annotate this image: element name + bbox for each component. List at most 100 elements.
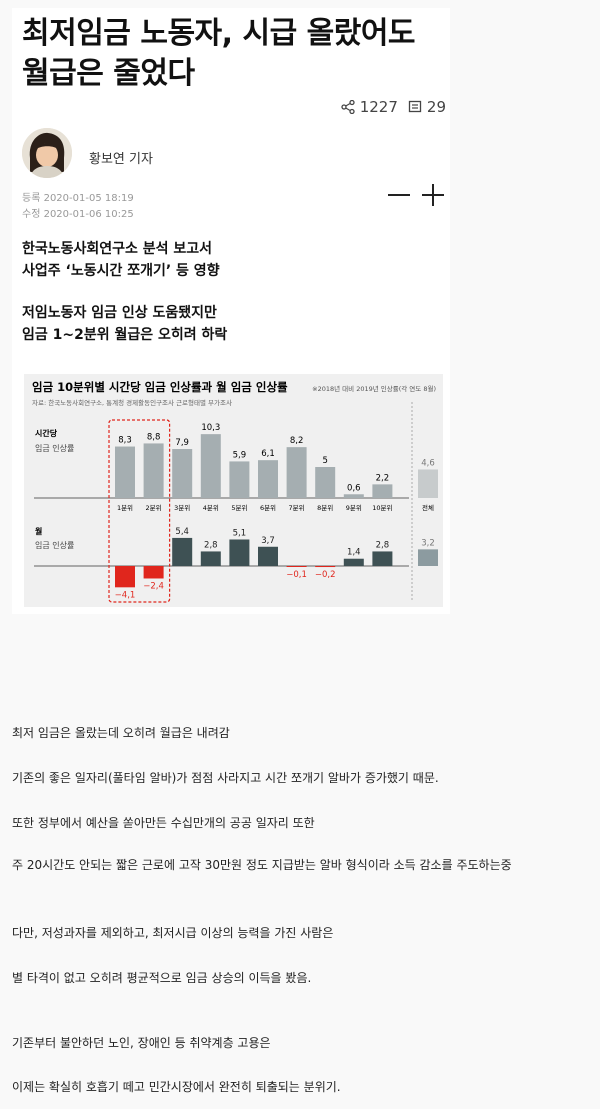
bar-hourly: [229, 461, 250, 498]
body-paragraph: 기존의 좋은 일자리(풀타임 알바)가 점점 사라지고 시간 쪼개기 알바가 증…: [12, 771, 439, 785]
bar-hourly: [286, 447, 307, 498]
bar-monthly-total: [418, 549, 438, 566]
category-label: 6분위: [260, 504, 276, 512]
data-label-monthly: 5,1: [233, 528, 247, 538]
data-label-monthly: −0,2: [315, 570, 336, 580]
category-label-total: 전체: [422, 503, 434, 512]
chart-source: 자료: 한국노동사회연구소, 통계청 경제활동인구조사 근로형태별 부가조사: [32, 398, 232, 407]
data-label-hourly: 8,2: [290, 436, 304, 446]
avatar[interactable]: [22, 128, 72, 178]
category-label: 8분위: [317, 504, 333, 512]
comment-button[interactable]: 29: [408, 98, 446, 116]
data-label-hourly: 5,9: [233, 450, 247, 460]
bar-monthly: [229, 539, 250, 566]
data-label-hourly: 8,3: [118, 436, 132, 446]
comment-count: 29: [426, 98, 446, 116]
comment-icon: [408, 100, 422, 113]
article-summary: 한국노동사회연구소 분석 보고서 사업주 ‘노동시간 쪼개기’ 등 영향 저임노…: [22, 238, 227, 346]
avatar-image: [22, 128, 72, 178]
data-label-hourly: 2,2: [376, 473, 390, 483]
category-label: 10분위: [372, 504, 392, 512]
data-label-hourly: 7,9: [175, 438, 189, 448]
share-button[interactable]: 1227: [341, 98, 398, 116]
body-paragraph: 다만, 저성과자를 제외하고, 최저시급 이상의 능력을 가진 사람은: [12, 926, 334, 940]
headline-line-2: 월급은 줄었다: [22, 56, 195, 91]
data-label-monthly-total: 3,2: [421, 538, 435, 548]
bar-monthly: [172, 537, 193, 566]
bar-hourly: [143, 443, 164, 498]
data-label-hourly: 5: [322, 456, 327, 466]
summary-group: 한국노동사회연구소 분석 보고서 사업주 ‘노동시간 쪼개기’ 등 영향: [22, 238, 227, 282]
category-label: 3분위: [174, 504, 190, 512]
data-label-monthly: 3,7: [261, 536, 275, 546]
headline-line-1: 최저임금 노동자, 시급 올랐어도: [22, 16, 416, 51]
series-label-hourly: 시간당: [35, 428, 58, 438]
summary-line: 저임노동자 임금 인상 도움됐지만: [22, 305, 217, 321]
data-label-hourly-total: 4,6: [421, 458, 435, 468]
author-block: 황보연 기자: [22, 128, 153, 178]
article-card: 최저임금 노동자, 시급 올랐어도 월급은 줄었다 1227 29: [12, 8, 450, 614]
body-paragraph: 주 20시간도 안되는 짧은 근로에 고작 30만원 정도 지급받는 알바 형식…: [12, 858, 512, 872]
bar-hourly: [343, 494, 364, 498]
body-paragraph: 기존부터 불안하던 노인, 장애인 등 취약계층 고용은: [12, 1036, 271, 1050]
share-icon: [341, 100, 355, 114]
bar-monthly: [258, 546, 278, 566]
article-stats: 1227 29: [341, 98, 446, 116]
data-label-monthly: 1,4: [347, 548, 361, 558]
font-decrease-icon[interactable]: [388, 184, 410, 206]
wage-chart: 임금 10분위별 시간당 임금 인상률과 월 임금 인상률 ※2018년 대비 …: [24, 374, 443, 607]
font-size-controls: [388, 184, 444, 206]
summary-line: 한국노동사회연구소 분석 보고서: [22, 241, 213, 257]
data-label-monthly: −4,1: [115, 590, 136, 600]
series-sublabel-hourly: 임금 인상률: [35, 443, 74, 453]
highlight-box: [108, 419, 171, 603]
summary-line: 사업주 ‘노동시간 쪼개기’ 등 영향: [22, 263, 220, 279]
wage-chart-svg: 임금 10분위별 시간당 임금 인상률과 월 임금 인상률 ※2018년 대비 …: [32, 380, 438, 603]
category-label: 4분위: [203, 504, 219, 512]
body-paragraph: 또한 정부에서 예산을 쏟아만든 수십만개의 공공 일자리 또한: [12, 816, 315, 830]
article-headline: 최저임금 노동자, 시급 올랐어도 월급은 줄었다: [22, 14, 452, 94]
bar-monthly: [115, 566, 135, 588]
body-paragraph: 이제는 확실히 호흡기 떼고 민간시장에서 완전히 퇴출되는 분위기.: [12, 1080, 341, 1094]
bar-hourly: [115, 446, 135, 498]
body-paragraph: 별 타격이 없고 오히려 평균적으로 임금 상승의 이득을 봤음.: [12, 971, 312, 985]
category-label: 5분위: [231, 504, 247, 512]
category-label: 1분위: [117, 504, 133, 512]
font-increase-icon[interactable]: [422, 184, 444, 206]
registered-date: 등록 2020-01-05 18:19: [22, 193, 134, 204]
data-label-hourly: 6,1: [261, 449, 275, 459]
bar-monthly: [143, 566, 164, 579]
data-label-monthly: −0,1: [286, 570, 307, 580]
bar-hourly: [372, 484, 393, 498]
series-sublabel-monthly: 임금 인상률: [35, 540, 74, 550]
bar-hourly-total: [418, 469, 438, 498]
data-label-hourly: 0,6: [347, 483, 361, 493]
data-label-monthly: 2,8: [376, 540, 390, 550]
category-label: 7분위: [289, 504, 305, 512]
data-label-monthly: 5,4: [175, 527, 189, 537]
bar-monthly: [372, 551, 393, 566]
chart-title: 임금 10분위별 시간당 임금 인상률과 월 임금 인상률: [32, 380, 288, 394]
data-label-hourly: 10,3: [201, 423, 220, 433]
chart-note: ※2018년 대비 2019년 인상률(각 연도 8월): [312, 384, 436, 393]
bar-monthly: [200, 551, 221, 566]
data-label-monthly: 2,8: [204, 540, 218, 550]
bar-hourly: [315, 467, 336, 498]
summary-line: 임금 1~2분위 월급은 오히려 하락: [22, 327, 228, 343]
bar-hourly: [258, 460, 278, 498]
category-label: 2분위: [146, 504, 162, 512]
bar-monthly: [315, 566, 336, 568]
bar-monthly: [286, 566, 307, 567]
data-label-hourly: 8,8: [147, 432, 161, 442]
modified-date: 수정 2020-01-06 10:25: [22, 209, 134, 220]
category-label: 9분위: [346, 504, 362, 512]
series-label-monthly: 월: [35, 526, 42, 536]
bar-hourly: [172, 449, 193, 498]
body-paragraph: 최저 임금은 올랐는데 오히려 월급은 내려감: [12, 726, 230, 740]
author-name[interactable]: 황보연 기자: [89, 151, 153, 167]
bar-monthly: [343, 558, 364, 566]
bar-hourly: [200, 434, 221, 498]
article-dates: 등록 2020-01-05 18:19 수정 2020-01-06 10:25: [22, 191, 134, 223]
share-count: 1227: [359, 98, 398, 116]
summary-group: 저임노동자 임금 인상 도움됐지만 임금 1~2분위 월급은 오히려 하락: [22, 302, 227, 346]
